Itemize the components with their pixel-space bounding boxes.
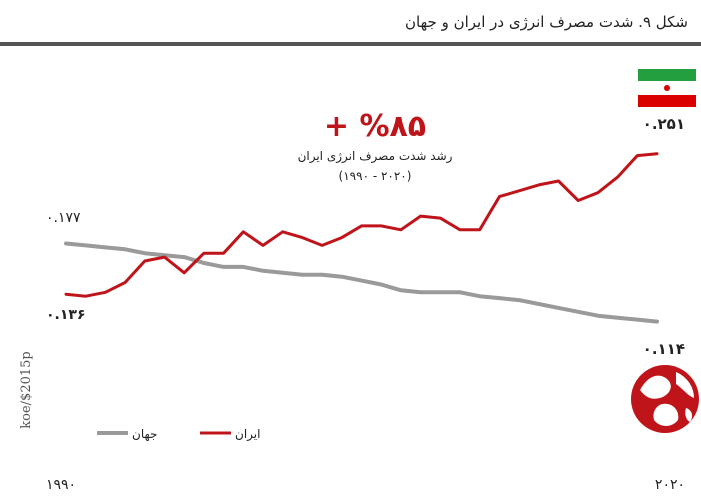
y-unit-label: koe/$2015p: [19, 351, 34, 428]
series-line-world: [64, 241, 659, 324]
chart-title: شکل ۹. شدت مصرف انرژی در ایران و جهان: [405, 13, 688, 31]
legend-label-iran: ایران: [235, 427, 260, 442]
header-rule: [0, 42, 701, 46]
legend-label-world: جهان: [132, 427, 157, 441]
iran-start-value-label: ۰.۱۳۶: [46, 307, 86, 323]
x-tick-label-start: ۱۹۹۰: [46, 477, 76, 493]
legend: جهان ایران: [97, 427, 260, 442]
iran-flag-icon: [638, 69, 696, 107]
world-end-value-label: ۰.۱۱۴: [643, 340, 685, 358]
growth-headline: + %۸۵: [324, 109, 426, 144]
iran-end-value-label: ۰.۲۵۱: [643, 115, 685, 133]
x-tick-label-end: ۲۰۲۰: [655, 477, 685, 493]
growth-caption: رشد شدت مصرف انرژی ایران: [298, 149, 453, 164]
globe-icon: [631, 365, 699, 433]
series-line-iran: [64, 152, 659, 298]
growth-period: (۱۹۹۰ - ۲۰۲۰): [339, 169, 412, 183]
world-start-value-label: ۰.۱۷۷: [46, 210, 81, 226]
